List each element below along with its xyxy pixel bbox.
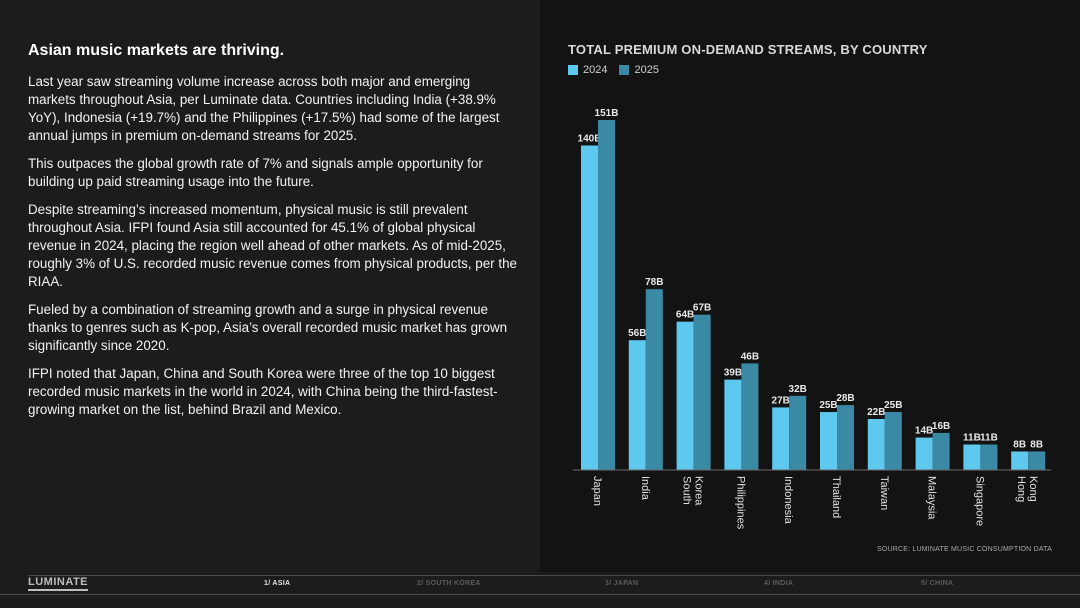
footer-divider-bottom bbox=[0, 594, 1080, 595]
paragraph-2: This outpaces the global growth rate of … bbox=[28, 156, 483, 189]
data-label-indonesia-2025: 32B bbox=[789, 384, 807, 395]
text-panel: Asian music markets are thriving. Last y… bbox=[0, 0, 540, 572]
data-label-malaysia-2024: 14B bbox=[915, 426, 933, 437]
bar-india-2024 bbox=[628, 340, 646, 470]
data-label-japan-2025: 151B bbox=[595, 108, 619, 119]
chart-title: TOTAL PREMIUM ON-DEMAND STREAMS, BY COUN… bbox=[568, 42, 928, 57]
source-note: SOURCE: LUMINATE MUSIC CONSUMPTION DATA bbox=[876, 546, 1052, 553]
paragraph-3: Despite streaming’s increased momentum, … bbox=[28, 202, 517, 289]
legend-item-2024: 2024 bbox=[568, 64, 607, 76]
paragraph-5: IFPI noted that Japan, China and South K… bbox=[28, 366, 498, 417]
bar-south-korea-2025 bbox=[693, 314, 711, 470]
data-label-malaysia-2025: 16B bbox=[932, 421, 950, 432]
data-label-singapore-2025: 11B bbox=[980, 433, 998, 444]
headline: Asian music markets are thriving. bbox=[28, 42, 285, 59]
bar-singapore-2025 bbox=[980, 444, 998, 470]
legend-label-2024: 2024 bbox=[583, 64, 608, 76]
data-label-hong-kong-2024: 8B bbox=[1013, 439, 1026, 450]
luminate-logo[interactable]: LUMINATE bbox=[28, 577, 89, 591]
paragraph-1: Last year saw streaming volume increase … bbox=[28, 74, 500, 143]
category-label-indonesia: Indonesia bbox=[782, 476, 794, 525]
bar-india-2025 bbox=[645, 289, 663, 470]
category-label-south-korea: SouthKorea bbox=[681, 476, 705, 506]
legend-swatch-2025 bbox=[619, 65, 630, 75]
bar-japan-2025 bbox=[598, 120, 615, 470]
category-label-india: India bbox=[639, 476, 651, 501]
bar-singapore-2024 bbox=[963, 444, 981, 470]
data-label-japan-2024: 140B bbox=[578, 133, 602, 144]
nav-china[interactable]: 5/ CHINA bbox=[921, 580, 954, 587]
legend-item-2025: 2025 bbox=[619, 64, 659, 76]
data-label-south-korea-2024: 64B bbox=[676, 310, 694, 321]
chart-panel bbox=[540, 0, 1080, 572]
footer: LUMINATE 1/ ASIA 2/ SOUTH KOREA 3/ JAPAN… bbox=[0, 572, 1080, 608]
data-label-singapore-2024: 11B bbox=[963, 433, 981, 444]
bar-thailand-2024 bbox=[820, 412, 837, 470]
category-label-malaysia: Malaysia bbox=[926, 476, 938, 520]
category-label-hong-kong: HongKong bbox=[1015, 476, 1039, 502]
bar-taiwan-2024 bbox=[867, 419, 885, 470]
nav-india[interactable]: 4/ INDIA bbox=[764, 580, 794, 587]
data-label-thailand-2024: 25B bbox=[819, 400, 837, 411]
data-label-thailand-2025: 28B bbox=[836, 393, 854, 404]
category-label-singapore: Singapore bbox=[973, 476, 985, 526]
category-label-thailand: Thailand bbox=[830, 476, 842, 518]
bar-japan-2024 bbox=[581, 145, 598, 470]
nav-asia[interactable]: 1/ ASIA bbox=[264, 580, 291, 587]
data-label-taiwan-2024: 22B bbox=[867, 407, 885, 418]
data-label-south-korea-2025: 67B bbox=[693, 303, 711, 314]
data-label-india-2024: 56B bbox=[628, 328, 646, 339]
data-label-india-2025: 78B bbox=[645, 277, 663, 288]
data-label-philippines-2025: 46B bbox=[741, 351, 759, 362]
data-label-philippines-2024: 39B bbox=[724, 368, 742, 379]
bar-hong-kong-2025 bbox=[1028, 451, 1046, 470]
nav-japan[interactable]: 3/ JAPAN bbox=[605, 580, 639, 587]
category-label-japan: Japan bbox=[591, 476, 603, 506]
bar-indonesia-2024 bbox=[772, 407, 790, 470]
category-label-philippines: Philippines bbox=[734, 476, 746, 530]
legend-swatch-2024 bbox=[568, 65, 578, 75]
data-label-indonesia-2024: 27B bbox=[772, 395, 790, 406]
footer-divider-top bbox=[28, 575, 1080, 576]
bar-malaysia-2024 bbox=[915, 437, 933, 470]
nav-south-korea[interactable]: 2/ SOUTH KOREA bbox=[417, 580, 481, 587]
data-label-hong-kong-2025: 8B bbox=[1030, 439, 1043, 450]
bar-malaysia-2025 bbox=[932, 432, 950, 470]
data-label-taiwan-2025: 25B bbox=[884, 400, 902, 411]
bar-south-korea-2024 bbox=[676, 321, 694, 470]
category-label-taiwan: Taiwan bbox=[878, 476, 890, 510]
bar-indonesia-2025 bbox=[789, 395, 807, 470]
legend-label-2025: 2025 bbox=[634, 64, 659, 76]
bar-thailand-2025 bbox=[837, 405, 854, 470]
chart-legend: 2024 2025 bbox=[568, 64, 659, 76]
paragraph-4: Fueled by a combination of streaming gro… bbox=[28, 302, 508, 353]
bar-philippines-2024 bbox=[724, 379, 742, 470]
bar-philippines-2025 bbox=[741, 363, 759, 470]
body-text: Last year saw streaming volume increase … bbox=[28, 73, 518, 429]
bar-hong-kong-2024 bbox=[1011, 451, 1029, 470]
bar-taiwan-2025 bbox=[884, 412, 902, 470]
